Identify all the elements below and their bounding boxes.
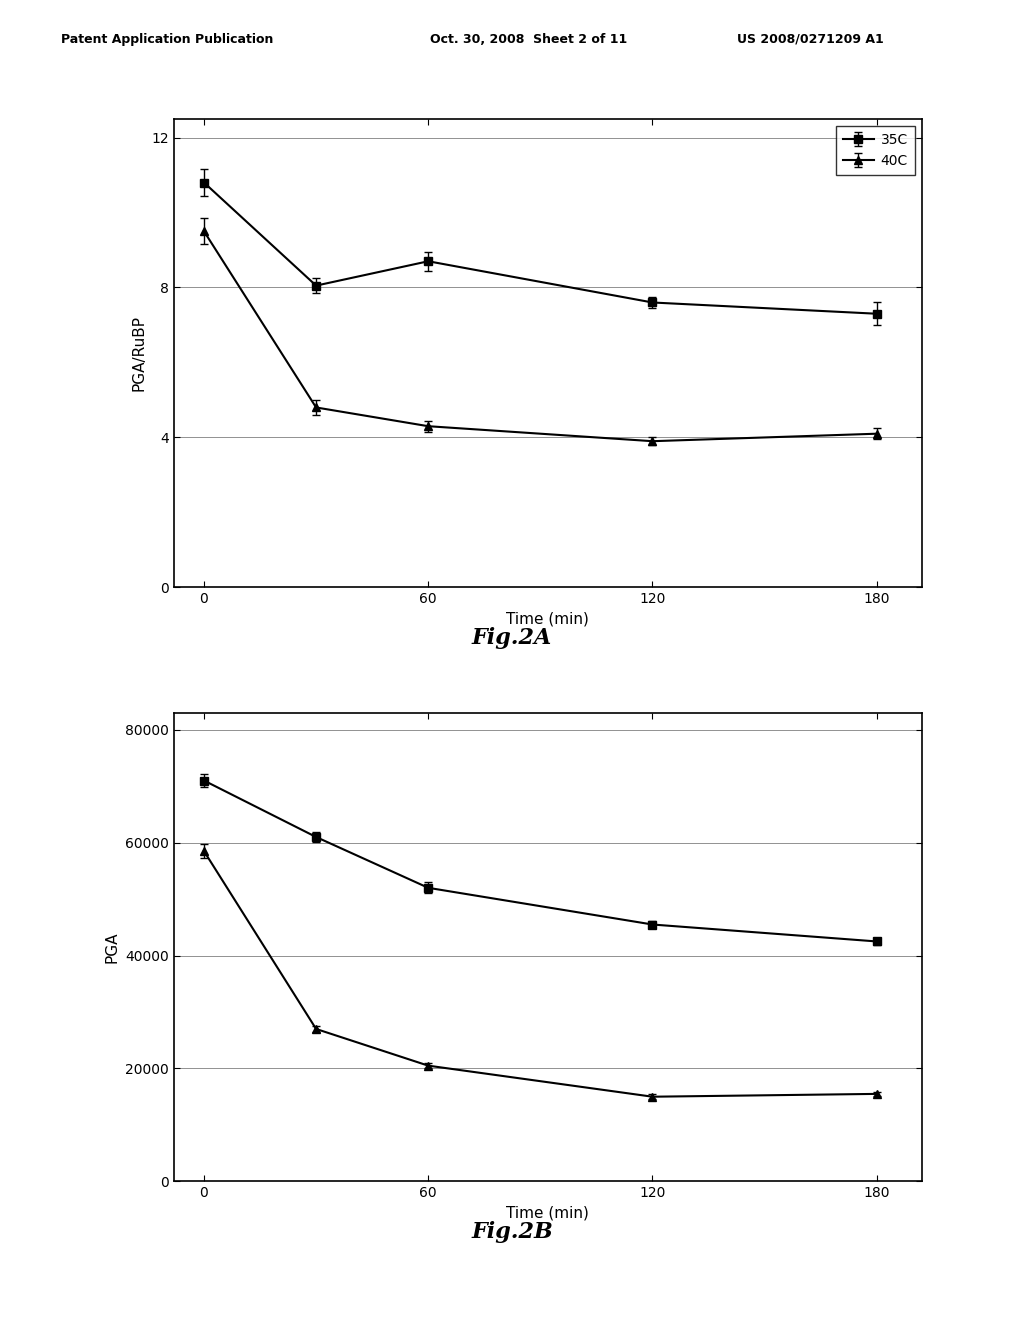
Text: Fig.2B: Fig.2B (471, 1221, 553, 1243)
Legend: 35C, 40C: 35C, 40C (836, 125, 914, 174)
Text: Oct. 30, 2008  Sheet 2 of 11: Oct. 30, 2008 Sheet 2 of 11 (430, 33, 628, 46)
X-axis label: Time (min): Time (min) (507, 1205, 589, 1221)
Y-axis label: PGA/RuBP: PGA/RuBP (131, 315, 146, 391)
X-axis label: Time (min): Time (min) (507, 611, 589, 627)
Text: Patent Application Publication: Patent Application Publication (61, 33, 273, 46)
Y-axis label: PGA: PGA (104, 932, 120, 962)
Text: US 2008/0271209 A1: US 2008/0271209 A1 (737, 33, 884, 46)
Text: Fig.2A: Fig.2A (472, 627, 552, 649)
